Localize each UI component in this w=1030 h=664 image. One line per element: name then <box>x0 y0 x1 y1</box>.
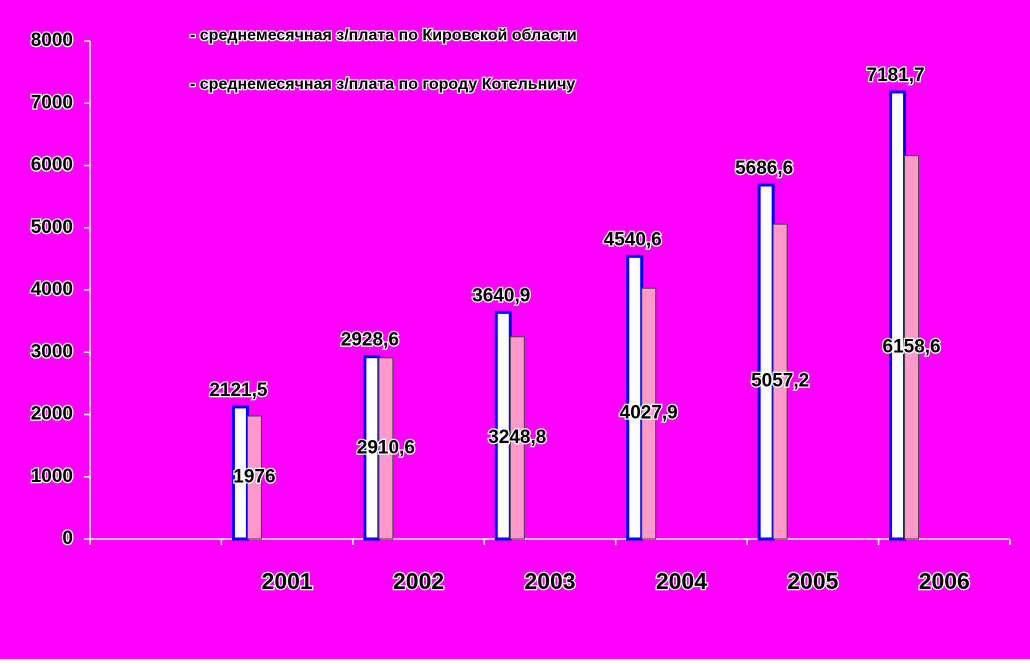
x-tick-label: 2003 <box>524 568 575 594</box>
value-label: 1976 <box>233 467 275 488</box>
bar <box>626 254 644 541</box>
value-label: 7181,7 <box>867 65 925 86</box>
bar <box>246 415 262 540</box>
value-label: 2910,6 <box>357 437 415 458</box>
x-tick-label: 2001 <box>262 568 313 594</box>
y-tick-label: 0 <box>62 528 73 549</box>
value-label: 4027,9 <box>620 403 678 424</box>
legend-label: - среднемесячная з/плата по Кировской об… <box>190 27 577 44</box>
value-label: 2121,5 <box>209 380 268 401</box>
y-tick-label: 5000 <box>31 217 73 238</box>
value-label: 5686,6 <box>735 158 793 179</box>
y-tick-label: 4000 <box>31 279 73 300</box>
bar <box>889 90 907 541</box>
value-label: 4540,6 <box>604 229 662 250</box>
x-tick-label: 2005 <box>787 568 838 594</box>
x-tick-label: 2002 <box>393 568 444 594</box>
value-label: 5057,2 <box>751 371 809 392</box>
y-tick-label: 7000 <box>31 92 73 113</box>
legend-label: - среднемесячная з/плата по городу Котел… <box>190 76 575 93</box>
bar <box>772 223 788 540</box>
x-tick-label: 2006 <box>919 568 970 594</box>
value-label: 3640,9 <box>472 285 530 306</box>
bar <box>494 310 512 541</box>
bar <box>378 357 394 540</box>
bar <box>641 287 657 540</box>
value-label: 6158,6 <box>883 336 941 357</box>
bar <box>509 336 525 540</box>
y-tick-label: 6000 <box>31 155 73 176</box>
y-tick-label: 8000 <box>31 30 73 51</box>
y-tick-label: 2000 <box>31 404 73 425</box>
y-tick-label: 3000 <box>31 341 73 362</box>
value-label: 2928,6 <box>341 330 399 351</box>
value-label: 3248,8 <box>488 427 546 448</box>
bar <box>757 183 775 541</box>
y-tick-label: 1000 <box>31 466 73 487</box>
x-tick-label: 2004 <box>656 568 707 594</box>
bar <box>904 155 920 540</box>
